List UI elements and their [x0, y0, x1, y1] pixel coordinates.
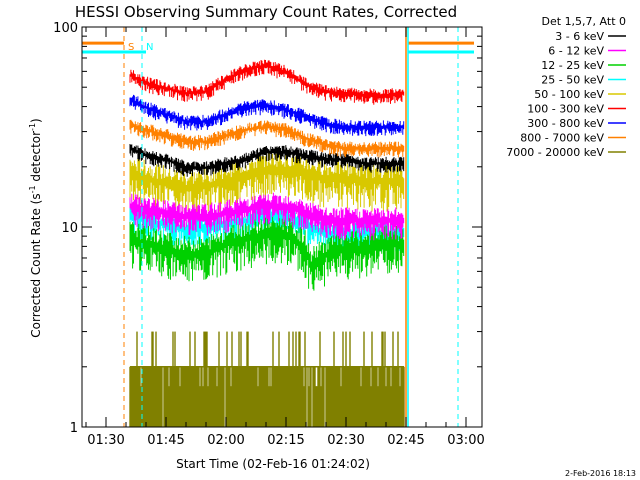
marker-label-S: S [128, 42, 134, 53]
series-trace-2 [129, 216, 405, 291]
legend-label: 3 - 6 keV [555, 30, 604, 43]
x-tick-label: 02:30 [327, 433, 364, 448]
marker-label-N: N [146, 42, 153, 53]
series-noise [129, 59, 405, 105]
series-trace-7 [129, 119, 405, 158]
legend-label: 25 - 50 keV [541, 74, 604, 87]
x-axis-label: Start Time (02-Feb-16 01:24:02) [176, 457, 370, 471]
series-trace-0 [129, 144, 405, 177]
x-tick-label: 02:45 [387, 433, 424, 448]
legend-header: Det 1,5,7, Att 0 [542, 15, 626, 28]
legend-label: 50 - 100 keV [534, 88, 604, 101]
legend-label: 12 - 25 keV [541, 59, 604, 72]
y-axis-label: Corrected Count Rate (s-1 detector-1) [28, 118, 43, 337]
series-trace-4 [129, 151, 405, 218]
legend-label: 6 - 12 keV [548, 45, 604, 58]
y-tick-label: 100 [53, 21, 78, 36]
legend-label: 7000 - 20000 keV [506, 146, 604, 159]
legend-label: 800 - 7000 keV [520, 132, 604, 145]
legend-label: 300 - 800 keV [527, 117, 604, 130]
timestamp: 2-Feb-2016 18:13 [565, 469, 636, 478]
series-noise [129, 216, 405, 291]
chart-title: HESSI Observing Summary Count Rates, Cor… [75, 3, 457, 21]
legend-label: 100 - 300 keV [527, 103, 604, 116]
x-tick-label: 02:00 [207, 433, 244, 448]
x-tick-label: 02:15 [267, 433, 304, 448]
plot-area: S N 1 10 100 01:30 01:45 02:00 02:15 02:30 02:45 03… [53, 21, 485, 448]
x-tick-label: 03:00 [447, 433, 484, 448]
series-noise [129, 144, 405, 177]
series-noise [129, 119, 405, 158]
y-tick-label: 1 [70, 421, 78, 436]
series-noise [129, 151, 405, 218]
series-trace-5 [129, 59, 405, 105]
series-noise [129, 192, 405, 241]
y-tick-label: 10 [61, 221, 78, 236]
series-trace-8 [129, 331, 405, 427]
series-trace-1 [129, 192, 405, 241]
series-noise [129, 94, 405, 137]
series-trace-6 [129, 94, 405, 137]
x-tick-label: 01:30 [87, 433, 124, 448]
x-tick-label: 01:45 [147, 433, 184, 448]
